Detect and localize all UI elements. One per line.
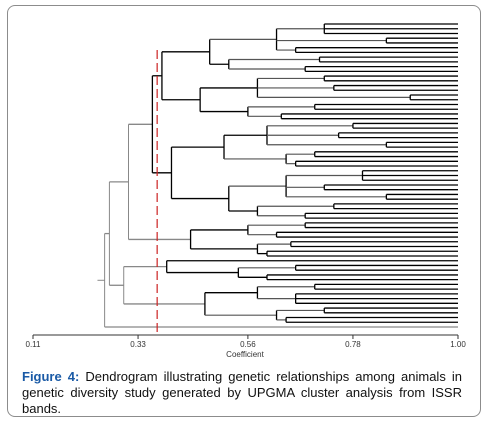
- x-tick-label-1: 0.33: [130, 340, 146, 349]
- x-axis-title: Coefficient: [226, 350, 264, 359]
- x-tick-label-4: 1.00: [450, 340, 466, 349]
- x-tick-label-0: 0.11: [26, 340, 42, 349]
- dendrogram-branches: [97, 23, 458, 328]
- x-tick-label-3: 0.78: [345, 340, 361, 349]
- x-tick-label-2: 0.56: [240, 340, 256, 349]
- dendrogram: 0.11 0.33 0.56 0.78 1.00 Coefficient: [26, 23, 466, 359]
- caption-label: Figure 4:: [22, 369, 80, 384]
- x-axis-ticks: 0.11 0.33 0.56 0.78 1.00: [26, 335, 466, 349]
- figure-caption: Figure 4: Dendrogram illustrating geneti…: [22, 369, 462, 417]
- caption-text: Dendrogram illustrating genetic relation…: [22, 369, 462, 416]
